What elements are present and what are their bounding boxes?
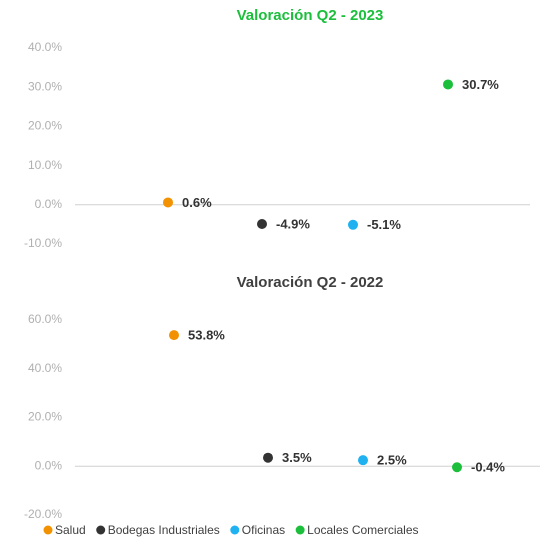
y-tick-label: 20.0%: [28, 119, 62, 133]
value-label: 0.6%: [182, 195, 212, 210]
value-label: -4.9%: [276, 216, 310, 231]
point: [257, 219, 267, 230]
point: [348, 219, 358, 230]
y-tick-label: 20.0%: [28, 410, 62, 424]
value-label: 3.5%: [282, 450, 312, 465]
legend-marker: [295, 525, 305, 535]
value-label: -5.1%: [367, 217, 401, 232]
y-tick-label: 40.0%: [28, 361, 62, 375]
point: [169, 330, 179, 341]
y-tick-label: 60.0%: [28, 312, 62, 326]
y-tick-label: 0.0%: [35, 458, 63, 472]
legend-label: Salud: [55, 523, 86, 537]
y-tick-label: -20.0%: [24, 507, 62, 521]
legend-marker: [43, 525, 53, 535]
y-tick-label: 0.0%: [35, 197, 63, 211]
y-tick-label: 30.0%: [28, 79, 62, 93]
legend-label: Locales Comerciales: [307, 523, 418, 537]
chart-title: Valoración Q2 - 2023: [237, 7, 384, 24]
point: [443, 79, 453, 90]
value-label: 30.7%: [462, 77, 499, 92]
point: [358, 455, 368, 466]
point: [452, 462, 462, 473]
value-label: 2.5%: [377, 453, 407, 468]
y-tick-label: 10.0%: [28, 158, 62, 172]
legend-marker: [230, 525, 240, 535]
y-tick-label: 40.0%: [28, 40, 62, 54]
value-label: -0.4%: [471, 460, 505, 475]
legend-marker: [96, 525, 106, 535]
legend-label: Oficinas: [242, 523, 285, 537]
legend-label: Bodegas Industriales: [108, 523, 220, 537]
point: [263, 452, 273, 463]
value-label: 53.8%: [188, 328, 225, 343]
y-tick-label: -10.0%: [24, 236, 62, 250]
chart-title: Valoración Q2 - 2022: [237, 274, 384, 291]
point: [163, 197, 173, 208]
